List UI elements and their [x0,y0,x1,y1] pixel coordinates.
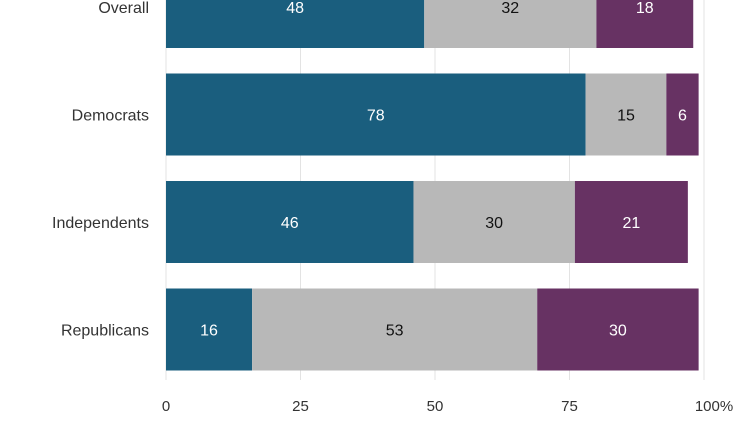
category-label: Independents [52,215,149,232]
bar-segment [585,73,667,156]
bar-segment [666,73,699,156]
bar-value-label: 53 [386,323,404,340]
bar-value-label: 18 [636,0,654,17]
bar-segment [413,181,575,263]
bar-segment [574,181,688,263]
x-tick-label: 0 [162,398,170,415]
bar-segment [166,288,253,371]
bar-value-label: 78 [367,108,385,125]
x-axis-tick-labels: 0 25 50 75 100% [162,398,733,415]
bar-value-label: 6 [678,108,687,125]
x-tick-label: 25 [292,398,309,415]
bar-segment [596,0,694,48]
bar-value-label: 30 [485,215,503,232]
bar-segment [252,288,538,371]
bar-value-label: 16 [200,323,218,340]
bars: 48 32 18 78 15 6 46 30 21 16 53 30 [166,0,699,371]
bar-value-label: 46 [281,215,299,232]
bar-value-label: 30 [609,323,627,340]
bar-segment [537,288,699,371]
bar-value-label: 32 [501,0,519,17]
bar-segment [424,0,597,48]
bar-segment [166,181,414,263]
bar-segment [166,73,586,156]
category-label: Republicans [61,323,149,340]
x-tick-label: 100% [695,398,733,415]
x-tick-label: 50 [427,398,444,415]
bar-segment [166,0,425,48]
category-labels: Overall Democrats Independents Republicans [52,0,149,340]
category-label: Democrats [72,108,149,125]
x-tick-label: 75 [561,398,578,415]
bar-value-label: 48 [286,0,304,17]
category-label: Overall [98,0,149,17]
bar-value-label: 15 [617,108,635,125]
bar-value-label: 21 [622,215,640,232]
